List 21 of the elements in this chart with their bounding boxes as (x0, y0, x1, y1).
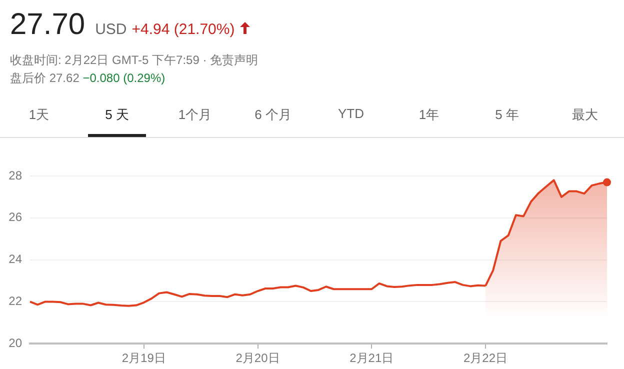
text: 1个月 (177, 106, 213, 124)
y-tick-label: 24 (8, 252, 22, 266)
text: 5 年 (494, 106, 520, 124)
x-tick-label: 2月20日 (236, 351, 280, 366)
chart-subtitle: USD +4.94 (21.70%) (95, 21, 235, 38)
text: 6 个月 (254, 106, 292, 124)
y-tick-label: 20 (8, 336, 22, 350)
text: 收盘时间: 2月22日 GMT-5 下午7:59 · 免责声明 (10, 52, 258, 69)
x-tick-label: 2月21日 (350, 351, 394, 366)
x-tick-label: 2月19日 (122, 351, 166, 366)
text: 盘后价 27.62 −0.080 (0.29%) (10, 70, 166, 87)
y-tick-label: 22 (8, 294, 22, 308)
text: YTD (337, 105, 365, 123)
text: 5 天 (104, 106, 130, 124)
text: 最大 (571, 106, 599, 124)
text: 1年 (418, 106, 440, 124)
y-tick-label: 28 (8, 168, 22, 182)
chart-title: 27.70 (10, 8, 86, 42)
x-tick-label: 2月22日 (464, 351, 508, 366)
y-tick-label: 26 (8, 210, 22, 224)
text: 1天 (28, 106, 50, 124)
